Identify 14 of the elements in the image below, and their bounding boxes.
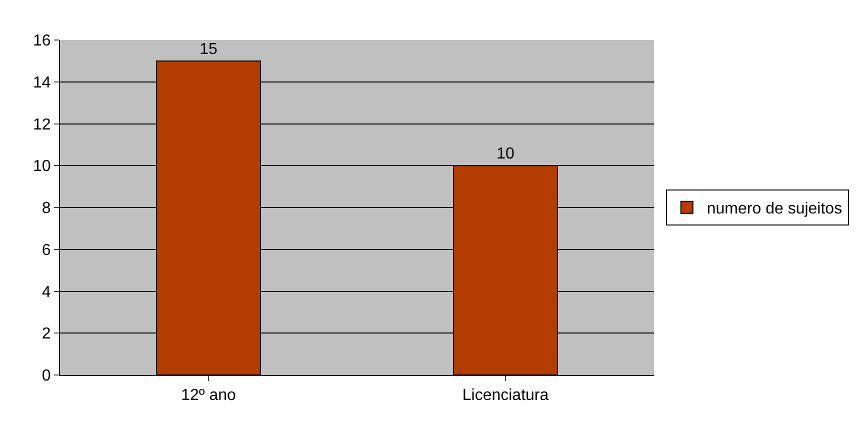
data-label: 15 [200,40,218,58]
y-tick-label: 6 [42,242,51,259]
legend-label: numero de sujeitos [706,200,842,218]
y-tick-label: 12 [33,116,51,134]
y-tick-label: 16 [33,32,51,50]
x-tick-label: 12º ano [181,387,236,404]
y-tick-label: 0 [42,368,51,385]
x-tick-label: Licenciatura [462,387,549,404]
data-label: 10 [496,146,514,163]
y-tick-label: 2 [42,326,51,343]
y-tick-label: 14 [33,74,51,92]
y-tick-label: 10 [33,158,51,176]
y-tick-label: 8 [42,200,51,218]
y-tick-label: 4 [42,284,51,301]
